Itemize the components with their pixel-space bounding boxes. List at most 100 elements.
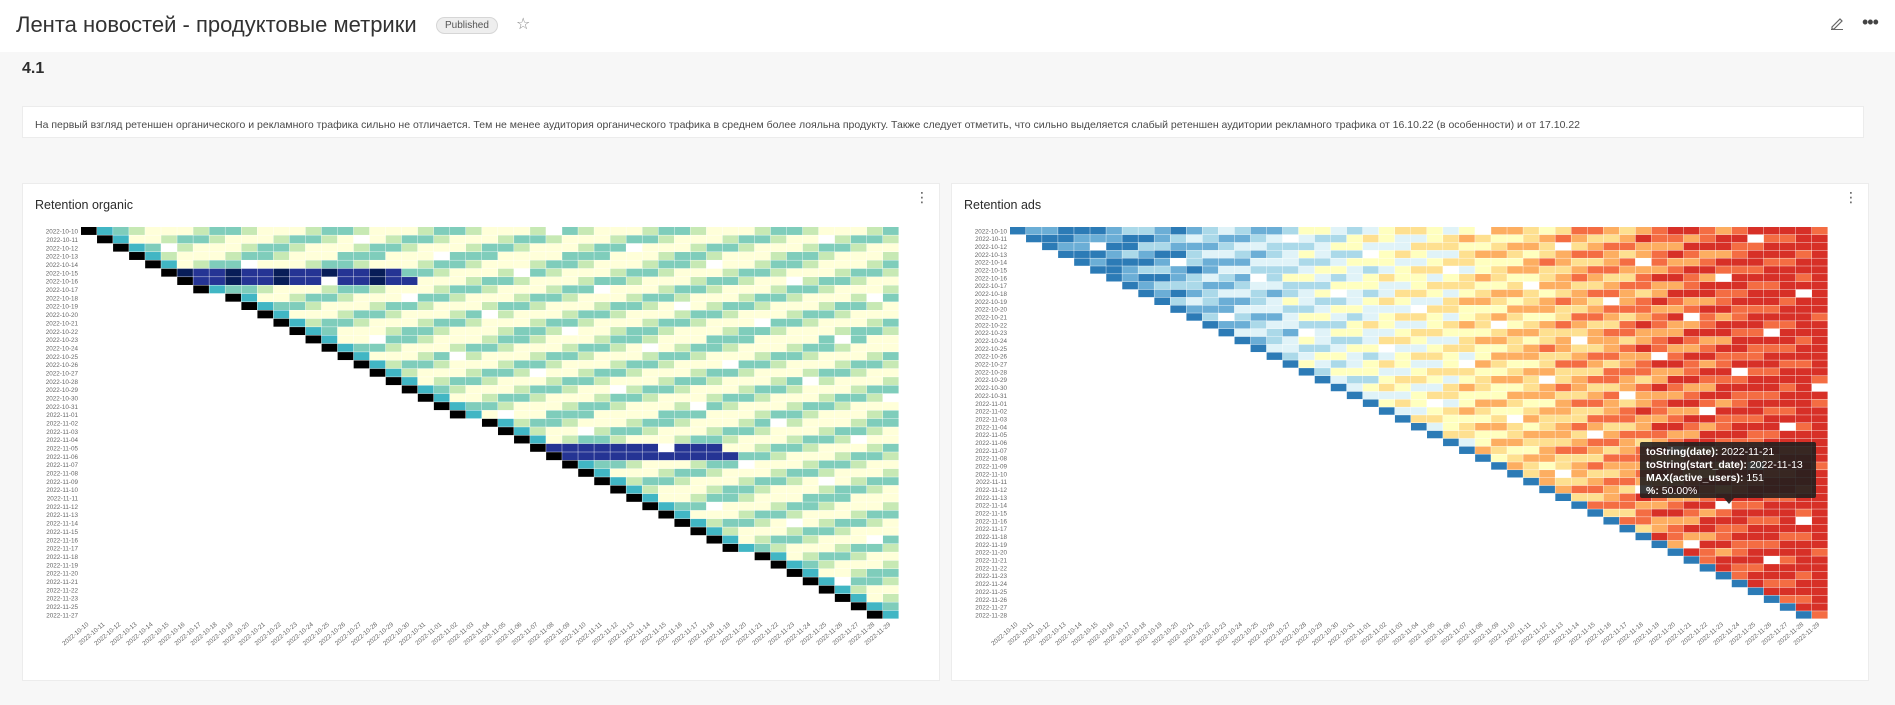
heatmap-cell[interactable] bbox=[1523, 446, 1539, 454]
heatmap-cell[interactable] bbox=[1635, 501, 1652, 509]
heatmap-cell[interactable] bbox=[786, 360, 803, 369]
heatmap-cell[interactable] bbox=[1507, 368, 1523, 376]
heatmap-cell[interactable] bbox=[1491, 266, 1507, 274]
heatmap-cell[interactable] bbox=[802, 310, 819, 319]
heatmap-cell[interactable] bbox=[321, 235, 338, 244]
heatmap-cell[interactable] bbox=[866, 577, 883, 586]
heatmap-cell[interactable] bbox=[674, 243, 691, 252]
heatmap-cell[interactable] bbox=[1699, 266, 1716, 274]
heatmap-cell[interactable] bbox=[1715, 250, 1732, 258]
heatmap-cell[interactable] bbox=[1811, 415, 1828, 423]
heatmap-cell[interactable] bbox=[1523, 321, 1539, 329]
heatmap-cell[interactable] bbox=[642, 418, 659, 427]
heatmap-cell[interactable] bbox=[1427, 313, 1443, 321]
heatmap-cell[interactable] bbox=[850, 410, 867, 419]
heatmap-cell[interactable] bbox=[1571, 446, 1588, 454]
heatmap-cell[interactable] bbox=[1811, 462, 1828, 470]
heatmap-cell[interactable] bbox=[738, 293, 755, 302]
heatmap-cell[interactable] bbox=[1266, 242, 1283, 251]
heatmap-cell[interactable] bbox=[1715, 548, 1732, 556]
heatmap-cell[interactable] bbox=[658, 343, 675, 352]
heatmap-cell[interactable] bbox=[738, 327, 755, 336]
heatmap-cell[interactable] bbox=[834, 227, 851, 235]
heatmap-cell[interactable] bbox=[1619, 281, 1636, 290]
heatmap-cell[interactable] bbox=[1667, 336, 1684, 345]
heatmap-cell[interactable] bbox=[1186, 281, 1203, 290]
heatmap-cell[interactable] bbox=[1491, 258, 1507, 266]
heatmap-cell[interactable] bbox=[1346, 391, 1363, 400]
heatmap-cell[interactable] bbox=[690, 227, 707, 235]
heatmap-cell[interactable] bbox=[1715, 383, 1732, 392]
heatmap-cell[interactable] bbox=[866, 427, 883, 436]
heatmap-cell[interactable] bbox=[1330, 313, 1347, 321]
heatmap-cell[interactable] bbox=[1410, 415, 1427, 423]
heatmap-cell[interactable] bbox=[802, 477, 819, 486]
heatmap-cell[interactable] bbox=[385, 377, 402, 386]
heatmap-cell[interactable] bbox=[1459, 266, 1475, 274]
heatmap-cell[interactable] bbox=[449, 410, 466, 419]
heatmap-cell[interactable] bbox=[1731, 297, 1748, 305]
heatmap-cell[interactable] bbox=[1779, 258, 1796, 266]
heatmap-cell[interactable] bbox=[770, 535, 787, 544]
heatmap-cell[interactable] bbox=[514, 302, 530, 310]
heatmap-cell[interactable] bbox=[690, 260, 707, 269]
heatmap-cell[interactable] bbox=[1811, 509, 1828, 517]
heatmap-cell[interactable] bbox=[1747, 289, 1764, 298]
heatmap-cell[interactable] bbox=[498, 418, 514, 427]
heatmap-cell[interactable] bbox=[1410, 297, 1427, 305]
heatmap-cell[interactable] bbox=[722, 327, 739, 336]
heatmap-cell[interactable] bbox=[1507, 297, 1523, 305]
heatmap-cell[interactable] bbox=[193, 227, 209, 235]
heatmap-cell[interactable] bbox=[1186, 266, 1203, 274]
heatmap-cell[interactable] bbox=[1763, 548, 1780, 556]
heatmap-cell[interactable] bbox=[882, 352, 899, 361]
heatmap-cell[interactable] bbox=[1106, 258, 1122, 266]
heatmap-cell[interactable] bbox=[1683, 297, 1700, 305]
heatmap-cell[interactable] bbox=[1667, 524, 1684, 533]
heatmap-cell[interactable] bbox=[1667, 423, 1684, 431]
heatmap-cell[interactable] bbox=[1811, 391, 1828, 400]
heatmap-cell[interactable] bbox=[1779, 407, 1796, 415]
heatmap-cell[interactable] bbox=[546, 418, 562, 427]
heatmap-cell[interactable] bbox=[1346, 328, 1363, 337]
heatmap-cell[interactable] bbox=[1571, 462, 1588, 470]
heatmap-cell[interactable] bbox=[1523, 399, 1539, 407]
heatmap-cell[interactable] bbox=[546, 410, 562, 419]
heatmap-cell[interactable] bbox=[562, 235, 578, 244]
heatmap-cell[interactable] bbox=[1779, 587, 1796, 596]
heatmap-cell[interactable] bbox=[1475, 391, 1491, 400]
heatmap-cell[interactable] bbox=[417, 252, 434, 260]
heatmap-cell[interactable] bbox=[1491, 454, 1507, 462]
heatmap-cell[interactable] bbox=[1683, 383, 1700, 392]
heatmap-cell[interactable] bbox=[882, 518, 899, 527]
heatmap-cell[interactable] bbox=[1298, 258, 1315, 266]
heatmap-cell[interactable] bbox=[658, 452, 675, 461]
heatmap-cell[interactable] bbox=[1779, 305, 1796, 313]
heatmap-cell[interactable] bbox=[610, 227, 626, 235]
heatmap-cell[interactable] bbox=[658, 493, 675, 502]
heatmap-cell[interactable] bbox=[1138, 274, 1154, 282]
heatmap-cell[interactable] bbox=[1747, 517, 1764, 525]
heatmap-cell[interactable] bbox=[1250, 234, 1267, 243]
heatmap-cell[interactable] bbox=[1539, 415, 1555, 423]
heatmap-cell[interactable] bbox=[1635, 532, 1652, 541]
heatmap-cell[interactable] bbox=[642, 293, 659, 302]
heatmap-cell[interactable] bbox=[722, 285, 739, 294]
heatmap-cell[interactable] bbox=[369, 277, 386, 285]
heatmap-cell[interactable] bbox=[802, 293, 819, 302]
heatmap-cell[interactable] bbox=[481, 377, 498, 386]
heatmap-cell[interactable] bbox=[1378, 368, 1395, 376]
heatmap-cell[interactable] bbox=[1763, 587, 1780, 596]
heatmap-cell[interactable] bbox=[674, 427, 691, 436]
heatmap-cell[interactable] bbox=[658, 385, 675, 394]
heatmap-cell[interactable] bbox=[786, 410, 803, 419]
heatmap-cell[interactable] bbox=[1619, 430, 1636, 439]
heatmap-cell[interactable] bbox=[225, 260, 241, 269]
heatmap-cell[interactable] bbox=[738, 318, 755, 327]
heatmap-cell[interactable] bbox=[449, 235, 466, 244]
heatmap-cell[interactable] bbox=[1346, 360, 1363, 368]
heatmap-cell[interactable] bbox=[1507, 438, 1523, 447]
heatmap-cell[interactable] bbox=[1394, 344, 1411, 353]
heatmap-cell[interactable] bbox=[802, 227, 819, 235]
heatmap-cell[interactable] bbox=[241, 243, 258, 252]
